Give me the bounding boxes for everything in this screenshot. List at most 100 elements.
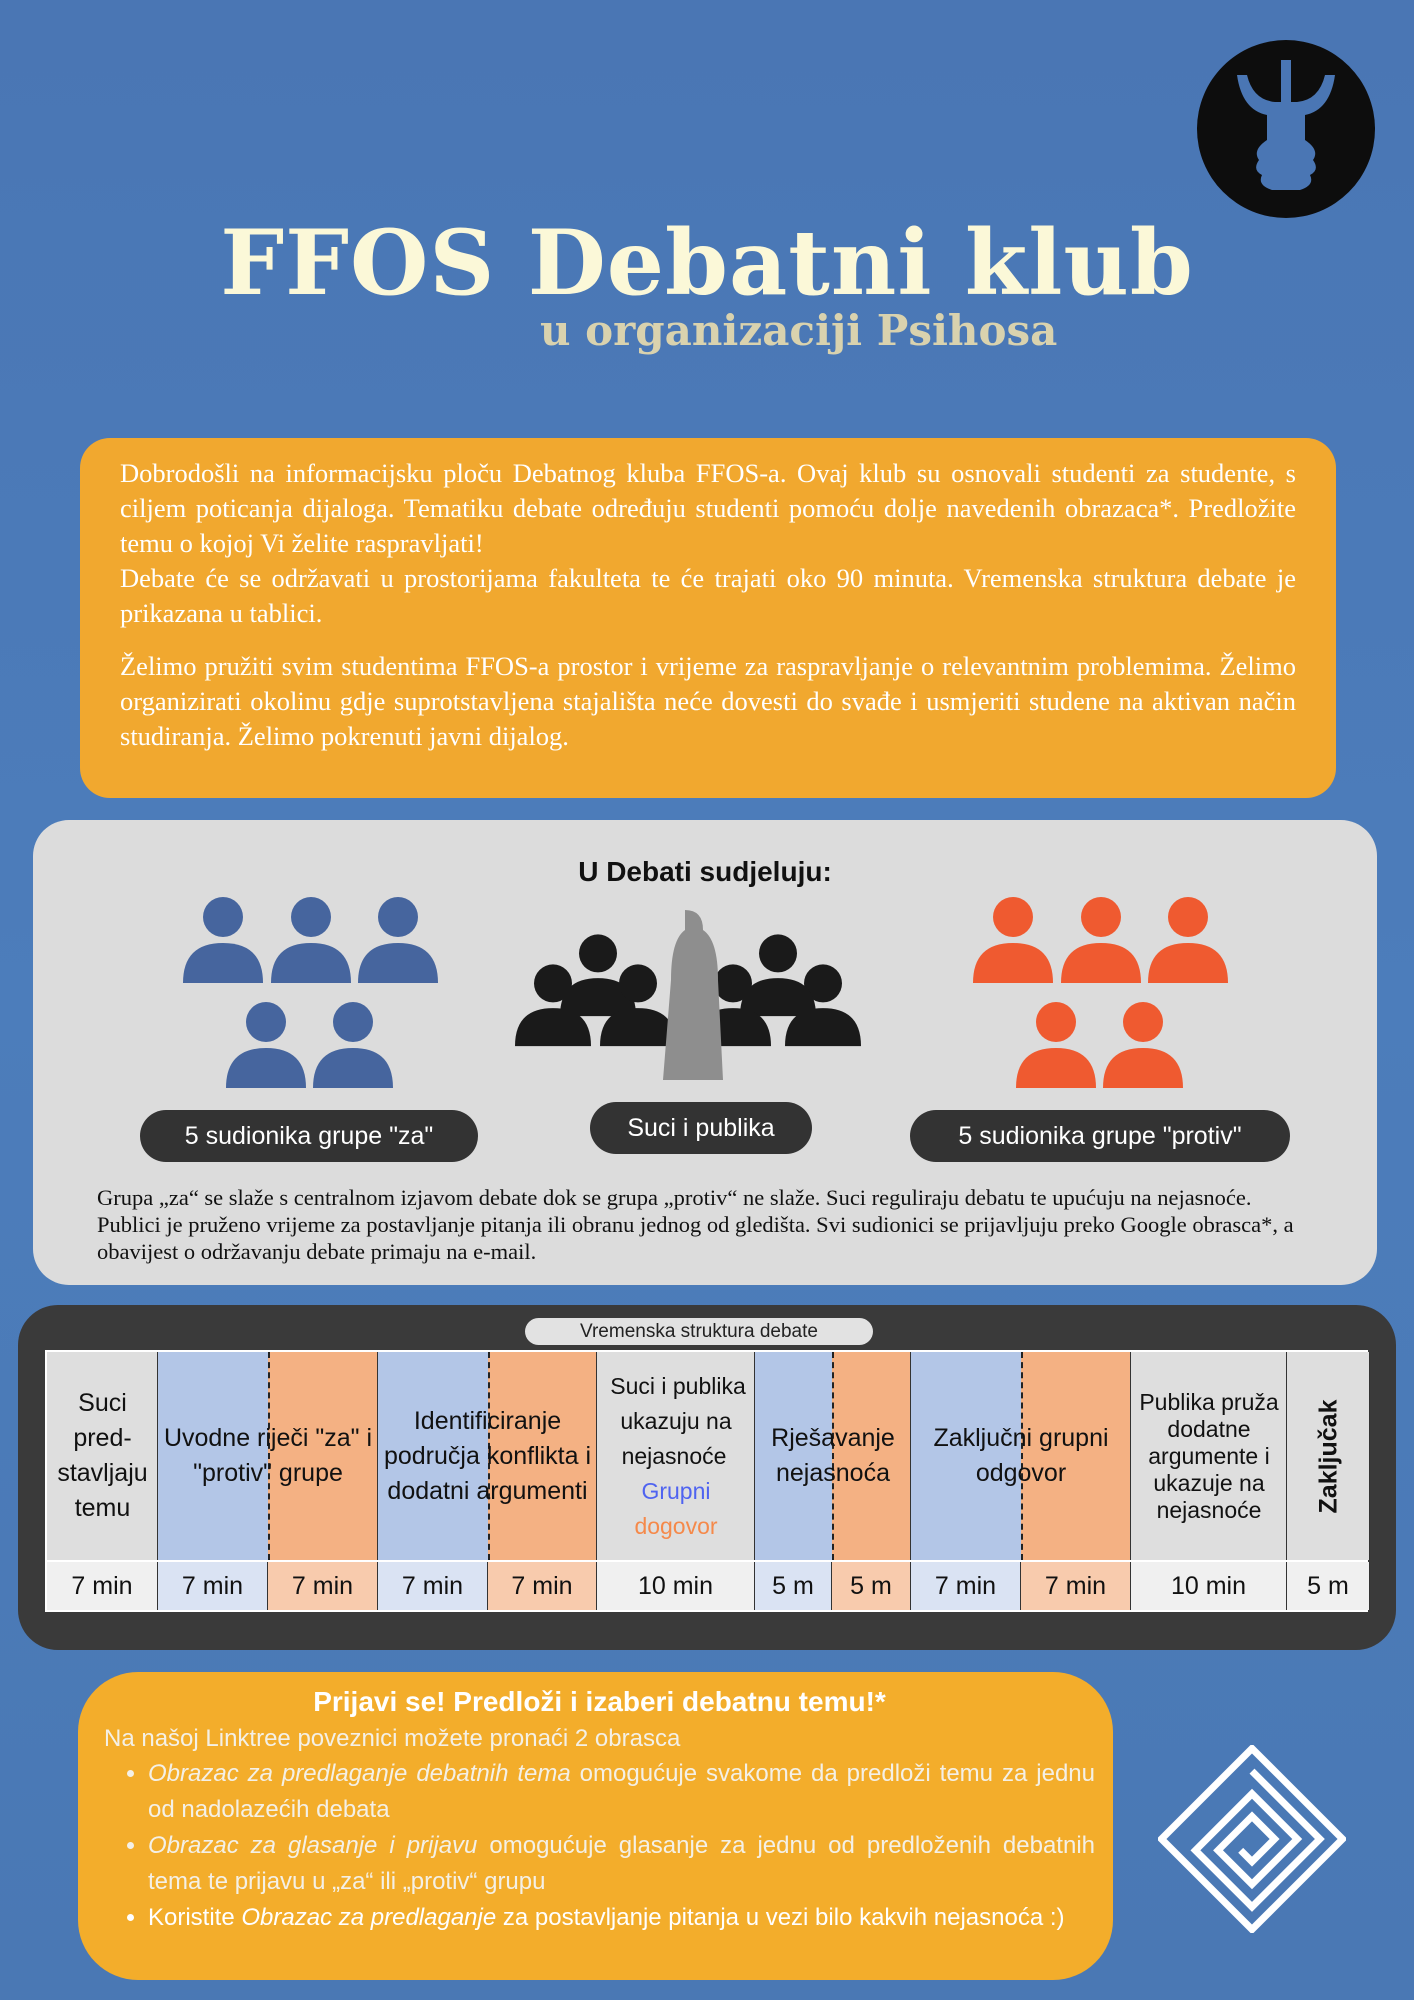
phase-label: Zaključak — [1287, 1352, 1370, 1560]
dashed-divider — [832, 1352, 834, 1560]
person-icon — [203, 897, 243, 937]
schedule-column — [378, 1352, 488, 1560]
phase-text: Suci pred-stavljaju temu — [57, 1389, 148, 1522]
schedule-column — [488, 1352, 597, 1560]
protiv-group-icon — [973, 897, 1228, 1088]
phase-label: Suci i publika ukazuju na nejasnoće Grupn… — [597, 1352, 755, 1560]
person-body — [271, 943, 351, 983]
form-item: Obrazac za predlaganje debatnih tema omo… — [148, 1756, 1095, 1828]
schedule-column — [911, 1352, 1021, 1560]
person-body — [515, 1008, 591, 1047]
person-icon — [246, 1002, 286, 1042]
intro-text-1: Dobrodošli na informacijsku ploču Debatn… — [120, 458, 1296, 558]
person-body — [1016, 1048, 1096, 1088]
schedule-column — [158, 1352, 268, 1560]
phase-label: Zaključni grupni odgovor — [911, 1352, 1131, 1560]
schedule-caption: Vremenska struktura debate — [525, 1318, 873, 1345]
person-body — [740, 978, 816, 1017]
phase-label: Uvodne riječi "za" i "protiv" grupe — [158, 1352, 378, 1560]
time-cell: 5 m — [1287, 1562, 1370, 1610]
person-icon — [619, 964, 657, 1003]
person-icon — [1036, 1002, 1076, 1042]
form-item: Koristite Obrazac za predlaganje za post… — [148, 1900, 1095, 1936]
person-body — [785, 1008, 861, 1047]
time-cell: 7 min — [47, 1562, 158, 1610]
za-group-label: 5 sudionika grupe "za" — [140, 1110, 478, 1162]
phase-text: Zaključni grupni odgovor — [933, 1424, 1109, 1487]
person-body — [226, 1048, 306, 1088]
phase-text: Uvodne riječi "za" i "protiv" grupe — [163, 1424, 373, 1487]
signup-title: Prijavi se! Predloži i izaberi debatnu t… — [313, 1686, 886, 1717]
signup-panel: Prijavi se! Predloži i izaberi debatnu t… — [78, 1672, 1113, 1980]
schedule-column — [1131, 1352, 1287, 1560]
phase-label: Identificiranje područja konflikta i dod… — [378, 1352, 597, 1560]
person-icon — [993, 897, 1033, 937]
schedule-column — [597, 1352, 755, 1560]
person-body — [1148, 943, 1228, 983]
dashed-divider — [1021, 1352, 1023, 1560]
intro-text-1b: Debate će se održavati u prostorijama fa… — [120, 563, 1296, 628]
dashed-divider — [488, 1352, 490, 1560]
phase-label: Publika pruža dodatne argumente i ukazuj… — [1131, 1352, 1287, 1560]
form-desc: omogućuje glasanje za jednu od predložen… — [148, 1832, 1096, 1895]
person-icon — [291, 897, 331, 937]
page-subtitle: u organizaciji Psihosa — [540, 306, 1058, 355]
person-icon — [759, 934, 797, 973]
person-icon — [333, 1002, 373, 1042]
person-body — [973, 943, 1053, 983]
form-desc: za postavljanje pitanja u vezi bilo kakv… — [496, 1904, 1065, 1931]
faces-vase-icon — [1237, 60, 1335, 190]
person-icon — [534, 964, 572, 1003]
person-body — [1103, 1048, 1183, 1088]
protiv-group-label: 5 sudionika grupe "protiv" — [910, 1110, 1290, 1162]
person-body — [600, 1008, 676, 1047]
grupni-text: Grupni — [641, 1477, 711, 1504]
participants-panel: U Debati sudjeluju: 5 sudionika grupe "z… — [33, 820, 1377, 1285]
dogovor-text: dogovor — [634, 1512, 718, 1539]
time-cell: 7 min — [911, 1562, 1021, 1610]
form-pre: Koristite — [148, 1904, 242, 1931]
person-icon — [714, 964, 752, 1003]
justice-statue-icon — [663, 910, 723, 1080]
form-item: Obrazac za glasanje i prijavu omogućuje … — [148, 1828, 1095, 1900]
dashed-divider — [268, 1352, 270, 1560]
phase-text: Publika pruža dodatne argumente i ukazuj… — [1139, 1388, 1279, 1523]
maze-logo-icon — [1158, 1745, 1346, 1933]
time-cell: 5 m — [755, 1562, 832, 1610]
person-body — [358, 943, 438, 983]
time-cell: 7 min — [268, 1562, 378, 1610]
time-cell: 10 min — [1131, 1562, 1287, 1610]
signup-lead: Na našoj Linktree poveznici možete prona… — [104, 1725, 681, 1752]
schedule-column — [268, 1352, 378, 1560]
judges-label: Suci i publika — [590, 1102, 812, 1154]
person-icon — [804, 964, 842, 1003]
schedule-panel: Vremenska struktura debate 7 min 7 min 7 m… — [18, 1305, 1396, 1650]
form-name[interactable]: Obrazac za predlaganje debatnih tema — [148, 1760, 571, 1787]
schedule-column — [1287, 1352, 1370, 1560]
schedule-column — [1021, 1352, 1131, 1560]
time-cell: 5 m — [832, 1562, 911, 1610]
form-name[interactable]: Obrazac za glasanje i prijavu — [148, 1832, 478, 1859]
form-desc: omogućuje svakome da predloži temu za je… — [148, 1760, 1095, 1823]
person-icon — [1123, 1002, 1163, 1042]
person-icon — [1168, 897, 1208, 937]
psihosa-logo — [1197, 40, 1375, 218]
time-cell: 7 min — [488, 1562, 597, 1610]
time-cell: 10 min — [597, 1562, 755, 1610]
participants-heading: U Debati sudjeluju: — [578, 856, 832, 887]
form-name[interactable]: Obrazac za predlaganje — [241, 1904, 497, 1931]
person-icon — [1081, 897, 1121, 937]
time-cell: 7 min — [378, 1562, 488, 1610]
page-title: FFOS Debatni klub — [220, 210, 1194, 316]
person-body — [183, 943, 263, 983]
schedule-column — [832, 1352, 911, 1560]
phase-text: Rješavanje nejasnoća — [771, 1424, 895, 1487]
schedule-column — [755, 1352, 832, 1560]
phase-label: Suci pred-stavljaju temu — [47, 1352, 158, 1560]
participants-description: Grupa „za“ se slaže s centralnom izjavom… — [97, 1185, 1294, 1264]
intro-panel: Dobrodošli na informacijsku ploču Debatn… — [80, 438, 1336, 798]
phase-text: Zaključak — [1314, 1399, 1343, 1513]
za-group-icon — [183, 897, 438, 1088]
person-body — [560, 978, 636, 1017]
